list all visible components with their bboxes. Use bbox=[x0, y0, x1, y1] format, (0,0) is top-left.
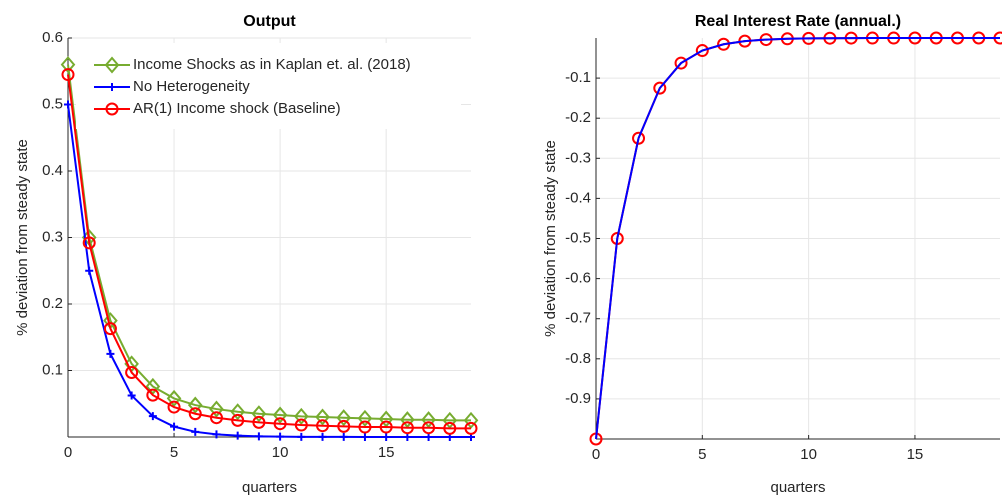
y-tick-label: 0.1 bbox=[42, 361, 63, 378]
marker-plus bbox=[403, 433, 412, 441]
x-tick-label: 15 bbox=[907, 446, 924, 463]
legend-marker bbox=[105, 102, 119, 116]
y-tick-label: -0.2 bbox=[565, 109, 591, 126]
series-line bbox=[67, 104, 471, 438]
x-tick-label: 5 bbox=[170, 444, 178, 461]
legend-label: AR(1) Income shock (Baseline) bbox=[133, 100, 341, 117]
marker-circle bbox=[146, 388, 160, 402]
marker-circle bbox=[316, 419, 330, 433]
marker-plus bbox=[297, 432, 306, 441]
y-tick-label: 0.5 bbox=[42, 95, 63, 112]
marker-plus bbox=[85, 266, 94, 275]
legend-label: Income Shocks as in Kaplan et. al. (2018… bbox=[133, 56, 411, 73]
y-tick-label: -0.4 bbox=[565, 189, 591, 206]
y-tick-label: 0.3 bbox=[42, 228, 63, 245]
marker-circle bbox=[443, 421, 457, 435]
marker-plus bbox=[191, 427, 200, 436]
y-tick-label: -0.6 bbox=[565, 270, 591, 287]
marker-circle bbox=[653, 81, 667, 95]
y-tick-label: -0.8 bbox=[565, 350, 591, 367]
chart-title: Output bbox=[243, 13, 296, 30]
y-tick-label: -0.7 bbox=[565, 310, 591, 327]
marker-circle bbox=[358, 420, 372, 434]
marker-diamond bbox=[230, 403, 246, 421]
y-tick-label: -0.9 bbox=[565, 390, 591, 407]
marker-circle bbox=[379, 420, 393, 434]
marker-diamond bbox=[251, 405, 267, 423]
marker-plus bbox=[276, 432, 285, 441]
marker-circle bbox=[422, 421, 436, 435]
marker-plus bbox=[254, 432, 263, 441]
marker-diamond bbox=[166, 389, 182, 407]
marker-diamond bbox=[357, 409, 373, 427]
legend-box bbox=[76, 43, 461, 129]
marker-circle bbox=[103, 322, 117, 336]
marker-circle bbox=[464, 421, 478, 435]
legend-label: No Heterogeneity bbox=[133, 78, 250, 95]
marker-diamond bbox=[187, 396, 203, 414]
marker-plus bbox=[233, 431, 242, 440]
marker-plus bbox=[148, 412, 157, 421]
y-tick-label: -0.5 bbox=[565, 229, 591, 246]
marker-diamond bbox=[293, 407, 309, 425]
x-axis-label: quarters bbox=[242, 479, 297, 496]
marker-plus bbox=[382, 433, 391, 441]
x-tick-label: 10 bbox=[272, 444, 289, 461]
marker-plus bbox=[318, 432, 327, 441]
x-tick-label: 10 bbox=[800, 446, 817, 463]
marker-plus bbox=[64, 100, 72, 109]
marker-circle bbox=[82, 236, 96, 250]
y-tick-label: 0.6 bbox=[42, 29, 63, 46]
legend: Income Shocks as in Kaplan et. al. (2018… bbox=[76, 43, 461, 129]
marker-diamond bbox=[60, 56, 76, 74]
marker-circle bbox=[209, 411, 223, 425]
marker-plus bbox=[360, 433, 369, 441]
marker-circle bbox=[273, 417, 287, 431]
marker-diamond bbox=[145, 377, 161, 395]
x-tick-label: 0 bbox=[592, 446, 600, 463]
series-line bbox=[595, 37, 1000, 440]
marker-circle bbox=[125, 365, 139, 379]
y-axis-label: % deviation from steady state bbox=[14, 139, 31, 336]
marker-plus bbox=[424, 433, 433, 441]
legend-marker bbox=[108, 83, 116, 91]
marker-circle bbox=[294, 418, 308, 432]
marker-plus bbox=[106, 349, 115, 358]
x-tick-label: 15 bbox=[378, 444, 395, 461]
marker-plus bbox=[127, 391, 136, 400]
legend-marker bbox=[104, 56, 120, 74]
marker-plus bbox=[339, 432, 348, 441]
marker-circle bbox=[61, 68, 75, 82]
marker-diamond bbox=[336, 409, 352, 427]
marker-circle bbox=[188, 407, 202, 421]
marker-circle bbox=[400, 421, 414, 435]
x-axis-label: quarters bbox=[770, 479, 825, 496]
chart-title: Real Interest Rate (annual.) bbox=[695, 13, 901, 30]
marker-diamond bbox=[272, 406, 288, 424]
x-tick-label: 5 bbox=[698, 446, 706, 463]
marker-circle bbox=[167, 400, 181, 414]
marker-circle bbox=[632, 131, 646, 145]
marker-circle bbox=[695, 44, 709, 58]
y-axis-label: % deviation from steady state bbox=[542, 140, 559, 337]
y-tick-label: -0.1 bbox=[565, 69, 591, 86]
y-tick-label: -0.3 bbox=[565, 149, 591, 166]
y-tick-label: 0.2 bbox=[42, 295, 63, 312]
marker-circle bbox=[674, 56, 688, 70]
marker-plus bbox=[212, 430, 221, 439]
marker-circle bbox=[231, 413, 245, 427]
y-tick-label: 0.4 bbox=[42, 162, 63, 179]
marker-diamond bbox=[315, 408, 330, 426]
marker-circle bbox=[337, 419, 351, 433]
marker-diamond bbox=[209, 400, 224, 418]
marker-circle bbox=[252, 415, 266, 429]
x-tick-label: 0 bbox=[64, 444, 72, 461]
marker-plus bbox=[170, 422, 179, 431]
